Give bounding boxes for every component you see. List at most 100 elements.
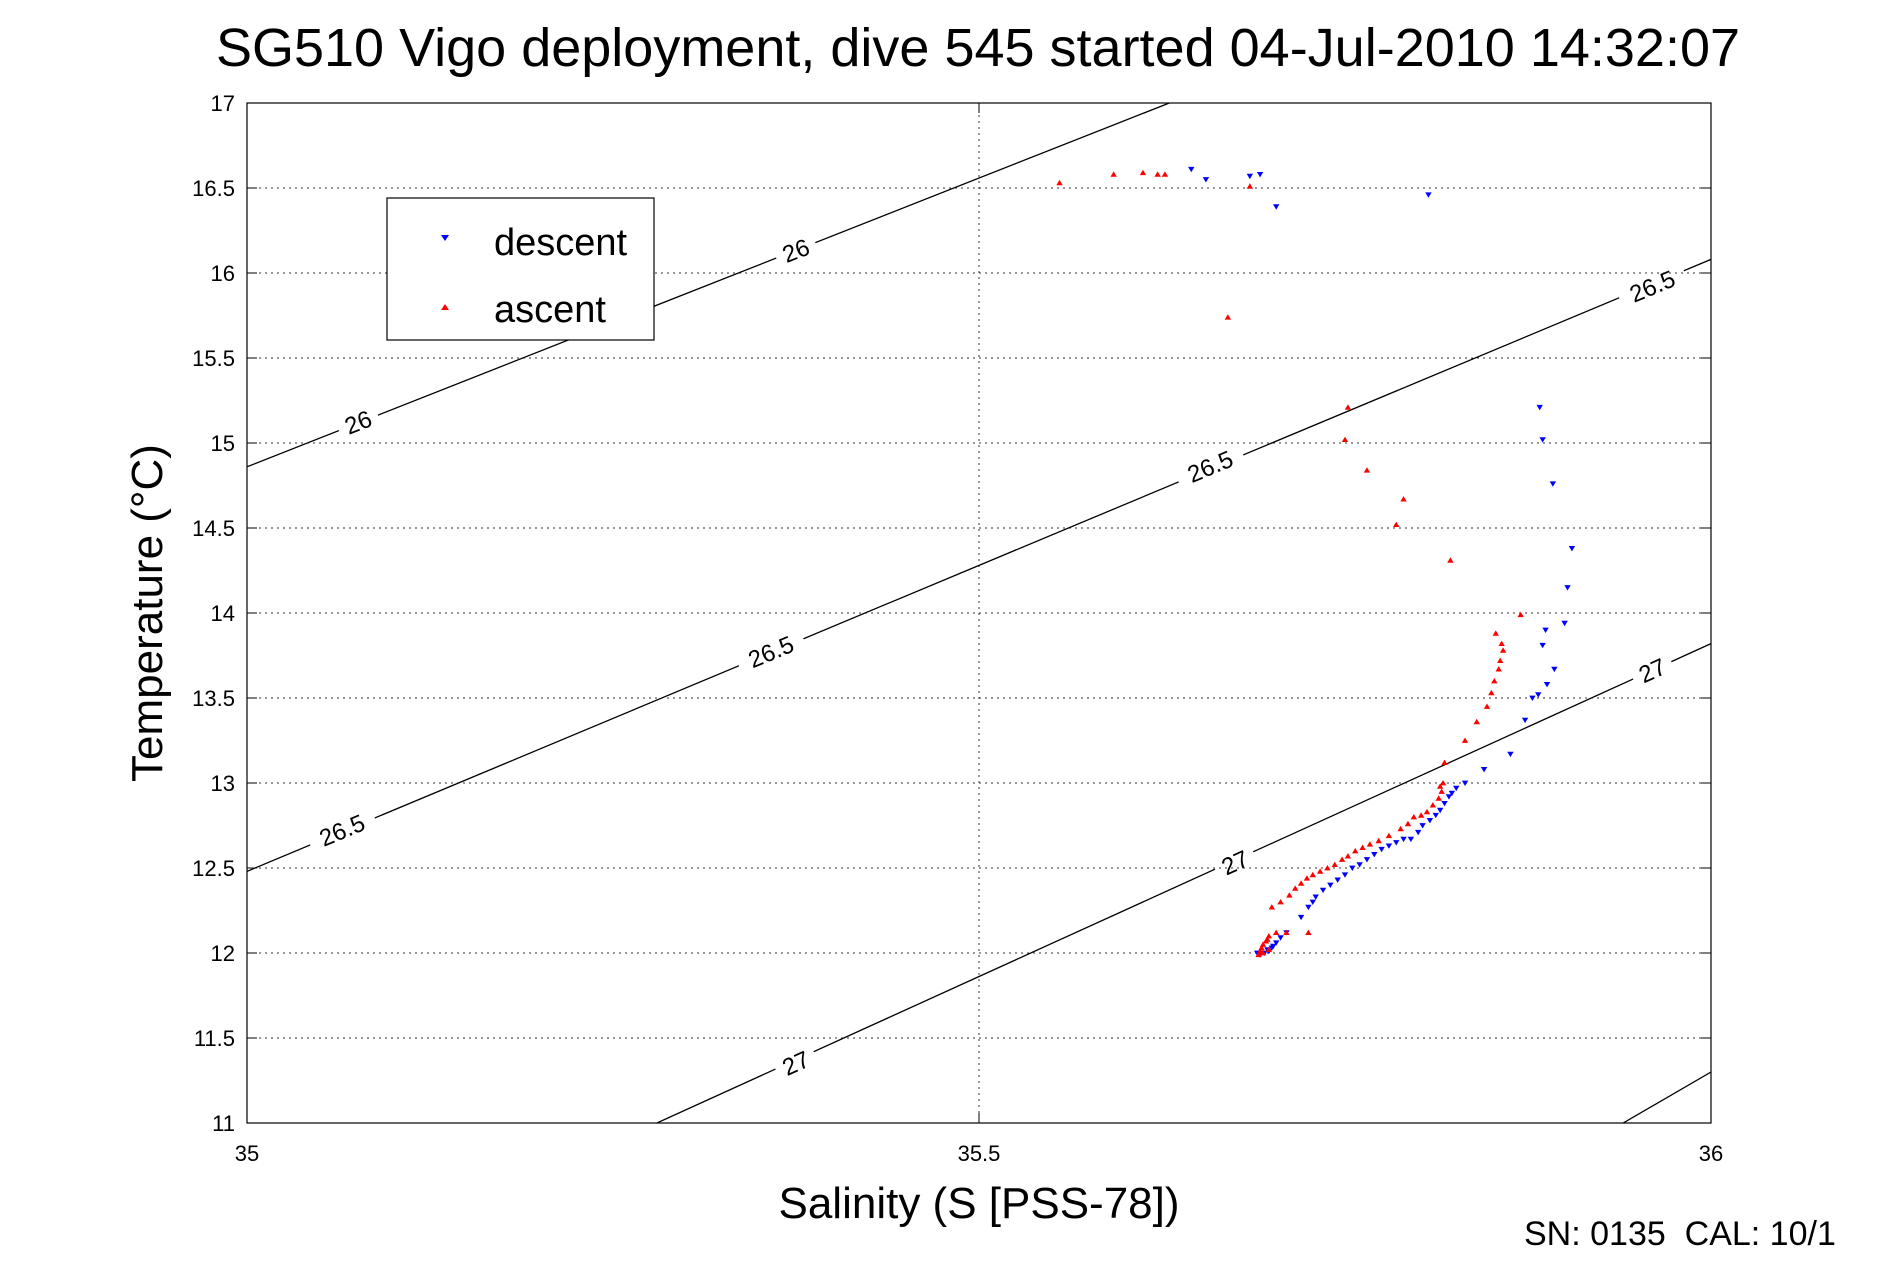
ascent-point (1496, 657, 1504, 663)
x-tick-label: 36 (1699, 1141, 1723, 1166)
density-contour-line (247, 103, 1170, 468)
ascent-point (1435, 795, 1442, 801)
density-contour-line (247, 258, 1711, 872)
ascent-point (1447, 557, 1454, 563)
descent-point (1400, 836, 1407, 843)
descent-point (1568, 546, 1576, 552)
descent-point (1277, 935, 1284, 941)
descent-point (1448, 790, 1456, 797)
ascent-point (1272, 929, 1280, 935)
x-axis-label: Salinity (S [PSS-78]) (778, 1179, 1179, 1228)
ascent-point (1286, 892, 1293, 898)
descent-point (1432, 812, 1439, 819)
ascent-point (1400, 496, 1407, 502)
ascent-point (1393, 521, 1400, 527)
y-tick-label: 11 (212, 1111, 235, 1136)
descent-point (1385, 843, 1393, 849)
ascent-point (1161, 171, 1169, 177)
ascent-point (1331, 861, 1338, 867)
descent-point (1319, 887, 1327, 894)
descent-point (1256, 172, 1264, 178)
descent-point (1363, 857, 1371, 863)
y-tick-label: 12.5 (192, 856, 235, 881)
ascent-point (1366, 841, 1374, 847)
ascent-point (1441, 759, 1448, 765)
ascent-point (1517, 611, 1524, 618)
ascent-point (1352, 848, 1359, 854)
ascent-point (1338, 856, 1346, 862)
descent-point (1393, 840, 1400, 846)
descent-point (1551, 666, 1558, 673)
descent-point (1507, 751, 1514, 758)
ascent-point (1139, 169, 1147, 176)
y-tick-label: 16.5 (192, 176, 235, 201)
ascent-point (1495, 666, 1502, 672)
descent-point (1536, 404, 1543, 411)
ascent-point (1436, 783, 1444, 789)
ascent-point (1324, 865, 1331, 871)
descent-point (1461, 780, 1469, 786)
ascent-point (1385, 832, 1393, 839)
ascent-series (1056, 169, 1524, 958)
legend-descent-marker (441, 235, 449, 241)
density-contours (247, 103, 1711, 1123)
descent-point (1419, 823, 1426, 829)
y-tick-label: 16 (211, 261, 235, 286)
y-tick-label: 13 (211, 771, 235, 796)
descent-point (1480, 767, 1488, 773)
descent-point (1334, 877, 1341, 883)
chart-title: SG510 Vigo deployment, dive 545 started … (216, 18, 1740, 78)
ascent-point (1110, 171, 1117, 177)
descent-point (1564, 585, 1571, 591)
ascent-point (1255, 951, 1262, 958)
y-tick-label: 17 (211, 91, 235, 116)
ascent-point (1265, 946, 1273, 952)
ascent-point (1423, 808, 1431, 815)
ascent-point (1316, 868, 1324, 874)
y-tick-label: 14 (211, 601, 235, 626)
descent-point (1312, 894, 1319, 900)
ascent-point (1359, 844, 1366, 850)
descent-point (1539, 642, 1546, 649)
ascent-point (1246, 183, 1254, 189)
legend-box (386, 197, 655, 341)
ascent-point (1488, 689, 1495, 696)
ascent-point (1344, 853, 1352, 859)
descent-point (1441, 801, 1448, 807)
y-tick-label: 15 (211, 431, 235, 456)
legend-descent-label: descent (494, 222, 628, 264)
ascent-point (1224, 314, 1232, 320)
descent-point (1202, 177, 1210, 183)
ascent-point (1363, 467, 1371, 473)
descent-point (1305, 904, 1312, 911)
y-tick-label: 12 (211, 941, 235, 966)
descent-point (1535, 692, 1542, 698)
ascent-point (1344, 404, 1352, 410)
grid-lines (247, 103, 1711, 1123)
ascent-point (1283, 929, 1290, 935)
descent-point (1407, 836, 1415, 843)
ascent-point (1292, 885, 1299, 891)
descent-point (1327, 882, 1334, 888)
ascent-point (1429, 802, 1437, 808)
ascent-point (1461, 737, 1469, 743)
descent-point (1309, 899, 1316, 905)
ascent-point (1305, 929, 1312, 935)
ascent-point (1268, 904, 1275, 910)
descent-point (1246, 173, 1254, 180)
descent-point (1529, 695, 1536, 701)
density-contour-line (1622, 1071, 1711, 1123)
descent-point (1272, 940, 1280, 946)
ascent-point (1499, 647, 1507, 653)
y-tick-label: 11.5 (194, 1026, 235, 1051)
ascent-point (1154, 171, 1161, 177)
y-axis-label: Temperature (°C) (123, 444, 172, 782)
descent-point (1521, 717, 1529, 724)
descent-point (1425, 192, 1432, 198)
ascent-point (1397, 825, 1404, 832)
descent-point (1542, 627, 1549, 633)
ascent-point (1056, 179, 1063, 186)
legend: descent ascent (386, 197, 655, 341)
y-axis-ticks: 11 11.5 12 12.5 13 13.5 14 14.5 15 15.5 16 16.5 17 (192, 91, 1711, 1136)
